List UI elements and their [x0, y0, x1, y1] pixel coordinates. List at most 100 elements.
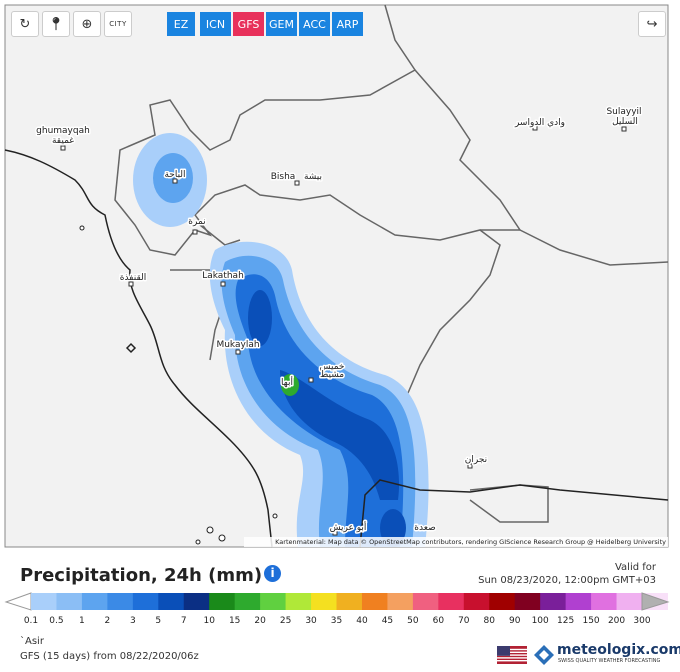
place-name[interactable]: أبو عريش — [328, 520, 368, 535]
region: `Asir — [20, 636, 44, 647]
scale-swatch — [107, 593, 134, 610]
place-name[interactable]: Bisha — [269, 171, 297, 184]
attribution-bg — [244, 537, 668, 547]
place-name[interactable]: نجران — [463, 454, 488, 467]
scale-swatch — [591, 593, 618, 610]
place-name[interactable]: Sulayyil — [605, 106, 643, 119]
place-name[interactable]: ghumayqah — [35, 125, 92, 138]
scale-label: 0.1 — [24, 616, 38, 626]
place-name[interactable]: نمرة — [187, 216, 207, 229]
scale-label: 15 — [229, 616, 240, 626]
color-scale: 0.1 0.5 1 2 3 5 7 10 15 20 25 30 35 40 45 50 60 70 80 90 100… — [4, 592, 670, 628]
place-native[interactable]: السليل — [611, 116, 640, 129]
scale-label: 90 — [509, 616, 521, 626]
refresh-button[interactable]: ↻ — [11, 11, 39, 37]
brand[interactable]: meteologix.com — [557, 642, 680, 658]
place-name[interactable]: Mukaylah — [215, 339, 261, 352]
model-button[interactable]: EZ — [167, 12, 195, 36]
scale-swatch — [514, 593, 541, 610]
scale-swatch — [158, 593, 185, 610]
scale-label: 3 — [130, 616, 136, 626]
scale-swatch — [183, 593, 210, 610]
scale-swatch — [260, 593, 287, 610]
model-button[interactable]: ARP — [332, 12, 363, 36]
place-native[interactable]: غميقة — [50, 135, 75, 148]
scale-swatch — [311, 593, 337, 610]
scale-swatch — [285, 593, 312, 610]
scale-swatch — [56, 593, 83, 610]
model-run: GFS (15 days) from 08/22/2020/06z — [20, 651, 199, 662]
map: ghumayqah غميقة الباحة Bisha بيشة وادي ا… — [4, 4, 669, 548]
model-button[interactable]: ICN — [200, 12, 231, 36]
share-button[interactable]: ↪ — [638, 11, 666, 37]
place-labels: ghumayqah غميقة الباحة Bisha بيشة وادي ا… — [35, 106, 643, 535]
place-name[interactable]: وادي الدواسر — [512, 117, 566, 130]
scale-swatch — [438, 593, 465, 610]
scale-swatch — [412, 593, 439, 610]
info-button[interactable]: i — [264, 565, 281, 582]
valid-label: Valid for — [614, 562, 656, 573]
scale-swatch — [616, 593, 643, 610]
scale-label: 35 — [331, 616, 342, 626]
coastline — [4, 149, 669, 548]
scale-swatch — [463, 593, 490, 610]
scale-swatch — [31, 593, 57, 610]
model-button[interactable]: GEM — [266, 12, 297, 36]
scale-label: 20 — [254, 616, 266, 626]
place-name[interactable]: Lakathah — [201, 270, 246, 283]
scale-label: 5 — [155, 616, 161, 626]
scale-swatch — [336, 593, 363, 610]
place-name[interactable]: خميس — [318, 361, 346, 374]
scale-label: 125 — [557, 616, 574, 626]
city-toggle[interactable]: CITY — [104, 11, 132, 37]
locate-button[interactable]: 📍︎ — [42, 11, 70, 37]
scale-swatch — [565, 593, 592, 610]
scale-label: 200 — [608, 616, 625, 626]
place-native[interactable]: بيشة — [302, 171, 323, 184]
place-name[interactable]: الباحة — [163, 169, 187, 182]
brand-logo — [534, 645, 554, 665]
scale-label: 30 — [305, 616, 317, 626]
model-button[interactable]: ACC — [299, 12, 330, 36]
legend-title: Precipitation, 24h (mm) — [20, 565, 263, 586]
scale-label: 25 — [280, 616, 291, 626]
place-native[interactable]: مشيط — [318, 369, 345, 382]
scale-label: 70 — [458, 616, 470, 626]
scale-label: 10 — [203, 616, 215, 626]
scale-label: 60 — [433, 616, 445, 626]
zoom-button[interactable]: ⊕ — [73, 11, 101, 37]
scale-label: 300 — [633, 616, 650, 626]
attribution: Kartenmaterial: Map data © OpenStreetMap… — [275, 538, 666, 546]
scale-swatch — [387, 593, 414, 610]
scale-arrow-right — [641, 592, 670, 611]
scale-swatch — [540, 593, 567, 610]
model-button[interactable]: GFS — [233, 12, 264, 36]
place-dots — [60, 125, 627, 536]
scale-swatch — [234, 593, 261, 610]
scale-label: 7 — [181, 616, 187, 626]
scale-label: 45 — [382, 616, 393, 626]
scale-swatch — [361, 593, 388, 610]
scale-label: 2 — [105, 616, 111, 626]
islands — [79, 225, 278, 545]
scale-arrow-left — [4, 592, 32, 611]
scale-label: 100 — [532, 616, 549, 626]
scale-label: 40 — [356, 616, 368, 626]
scale-swatch — [209, 593, 236, 610]
us-flag[interactable] — [497, 646, 527, 664]
scale-label: 0.5 — [49, 616, 63, 626]
scale-label: 1 — [79, 616, 85, 626]
place-name[interactable]: أبها — [280, 375, 295, 390]
scale-label: 80 — [484, 616, 496, 626]
place-name[interactable]: القنفذة — [118, 272, 148, 285]
tagline: SWISS QUALITY WEATHER FORECASTING — [558, 658, 661, 664]
valid-time: Sun 08/23/2020, 12:00pm GMT+03 — [478, 575, 656, 586]
scale-swatch — [81, 593, 108, 610]
precipitation — [133, 133, 429, 548]
scale-swatch — [489, 593, 516, 610]
scale-label: 150 — [582, 616, 599, 626]
place-name[interactable]: صعدة — [413, 522, 437, 535]
scale-swatch — [132, 593, 159, 610]
scale-label: 50 — [407, 616, 419, 626]
